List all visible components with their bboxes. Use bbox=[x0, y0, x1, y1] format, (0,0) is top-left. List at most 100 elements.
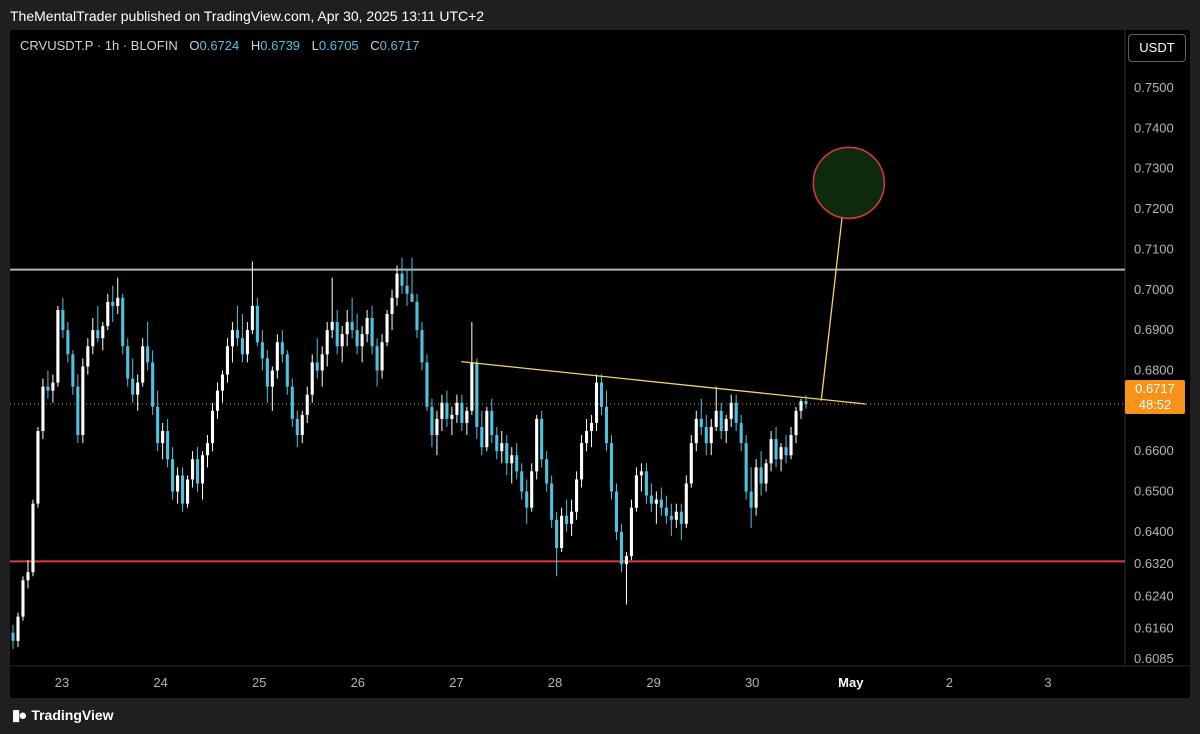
candle-body-up bbox=[794, 410, 798, 436]
candle-body-down bbox=[679, 511, 683, 524]
candle-body-down bbox=[195, 459, 200, 484]
candle-body-down bbox=[285, 354, 289, 387]
price-tick-label: 0.6400 bbox=[1134, 524, 1174, 539]
time-axis[interactable]: 23 24 25 26 27 28 29 30 May 2 3 bbox=[55, 675, 1052, 690]
candle-body-up bbox=[365, 318, 369, 335]
candle-body-up bbox=[220, 374, 225, 391]
candle-body-up bbox=[450, 414, 454, 419]
candle-body-down bbox=[515, 455, 519, 472]
price-tick-label: 0.6900 bbox=[1134, 322, 1174, 337]
chart-grid bbox=[10, 30, 1190, 667]
candle-body-up bbox=[575, 479, 579, 512]
symbol-info: CRVUSDT.P · 1h · BLOFIN bbox=[20, 38, 178, 53]
last-price-value: 0.6717 bbox=[1135, 381, 1175, 396]
price-axis[interactable]: 0.7500 0.7400 0.7300 0.7200 0.7100 0.7000 0.69… bbox=[1134, 80, 1174, 666]
candle-body-down bbox=[71, 354, 75, 387]
candle-body-up bbox=[530, 471, 534, 508]
candle-body-down bbox=[495, 435, 499, 452]
candle-body-up bbox=[210, 410, 215, 444]
candle-body-down bbox=[744, 443, 748, 492]
candle-body-up bbox=[585, 431, 589, 444]
candle-body-down bbox=[66, 330, 70, 355]
target-circle[interactable] bbox=[812, 146, 886, 220]
candle-body-down bbox=[734, 402, 738, 423]
candle-body-up bbox=[465, 410, 469, 423]
candle-body-down bbox=[555, 519, 559, 549]
tradingview-logo-icon: ▮● bbox=[12, 707, 27, 724]
candle-body-up bbox=[395, 273, 399, 298]
tradingview-brand: TradingView bbox=[31, 707, 114, 723]
candle-body-up bbox=[245, 330, 249, 355]
candle-body-up bbox=[684, 483, 688, 524]
time-tick-label: 3 bbox=[1044, 675, 1051, 690]
candle-body-down bbox=[490, 410, 494, 436]
candle-body-up bbox=[41, 386, 45, 432]
time-tick-label: 26 bbox=[351, 675, 365, 690]
candle-body-up bbox=[570, 511, 574, 524]
candle-body-up bbox=[390, 297, 394, 314]
time-tick-label: 2 bbox=[946, 675, 953, 690]
candle-body-down bbox=[804, 401, 808, 404]
descending-trendline[interactable] bbox=[461, 360, 866, 405]
candle-body-down bbox=[151, 362, 155, 407]
price-tick-label: 0.6085 bbox=[1134, 651, 1174, 666]
time-tick-label: 25 bbox=[252, 675, 266, 690]
projection-line[interactable] bbox=[820, 183, 847, 401]
candle-body-down bbox=[235, 330, 239, 339]
candle-body-down bbox=[759, 467, 763, 484]
candle-body-up bbox=[345, 322, 349, 335]
candle-body-down bbox=[619, 531, 624, 565]
candle-body-up bbox=[330, 322, 334, 331]
candle-body-up bbox=[634, 475, 638, 508]
time-tick-label: 29 bbox=[646, 675, 660, 690]
candle-body-up bbox=[709, 426, 713, 444]
candle-body-up bbox=[769, 439, 773, 464]
candle-body-up bbox=[36, 431, 40, 504]
price-tick-label: 0.7400 bbox=[1134, 120, 1174, 135]
chart-panel[interactable] bbox=[10, 30, 1190, 698]
candle-body-down bbox=[260, 342, 264, 359]
tradingview-logo[interactable]: ▮● TradingView bbox=[12, 706, 114, 724]
candle-body-up bbox=[380, 342, 384, 371]
candle-body-down bbox=[460, 402, 464, 423]
publisher-text: TheMentalTrader published on TradingView… bbox=[10, 8, 485, 24]
low-label: L bbox=[311, 38, 319, 53]
time-tick-label: 28 bbox=[548, 675, 562, 690]
candle-body-down bbox=[425, 362, 429, 407]
candle-body-down bbox=[111, 301, 115, 306]
price-tick-label: 0.7000 bbox=[1134, 282, 1174, 297]
candle-body-up bbox=[360, 334, 364, 347]
candle-body-up bbox=[275, 342, 279, 371]
candle-body-up bbox=[440, 402, 444, 419]
candle-body-up bbox=[594, 382, 599, 423]
candle-body-down bbox=[181, 475, 185, 504]
footer-bar bbox=[0, 698, 1200, 734]
price-tick-label: 0.7100 bbox=[1134, 241, 1174, 256]
candle-body-up bbox=[21, 580, 25, 617]
candle-body-down bbox=[295, 418, 299, 436]
candle-body-down bbox=[240, 338, 244, 355]
candle-body-up bbox=[694, 418, 698, 444]
candle-body-down bbox=[415, 301, 419, 331]
candle-body-down bbox=[784, 447, 788, 456]
candle-body-up bbox=[729, 402, 733, 419]
candle-body-up bbox=[305, 394, 309, 415]
candle-body-up bbox=[191, 459, 195, 480]
candle-body-down bbox=[669, 515, 673, 520]
candle-body-up bbox=[455, 402, 459, 415]
candle-body-down bbox=[445, 402, 449, 419]
drawings[interactable] bbox=[461, 146, 886, 405]
price-tick-label: 0.6500 bbox=[1134, 484, 1174, 499]
candle-body-up bbox=[500, 443, 504, 452]
candle-body-up bbox=[116, 297, 120, 306]
candle-body-down bbox=[146, 346, 150, 363]
candle-body-down bbox=[280, 342, 284, 355]
price-tick-label: 0.6320 bbox=[1134, 556, 1174, 571]
currency-button[interactable]: USDT bbox=[1128, 34, 1186, 62]
candle-body-down bbox=[255, 305, 259, 343]
candle-body-down bbox=[370, 318, 374, 347]
candle-body-down bbox=[480, 426, 484, 448]
high-label: H bbox=[250, 38, 261, 53]
candle-body-down bbox=[774, 439, 778, 460]
